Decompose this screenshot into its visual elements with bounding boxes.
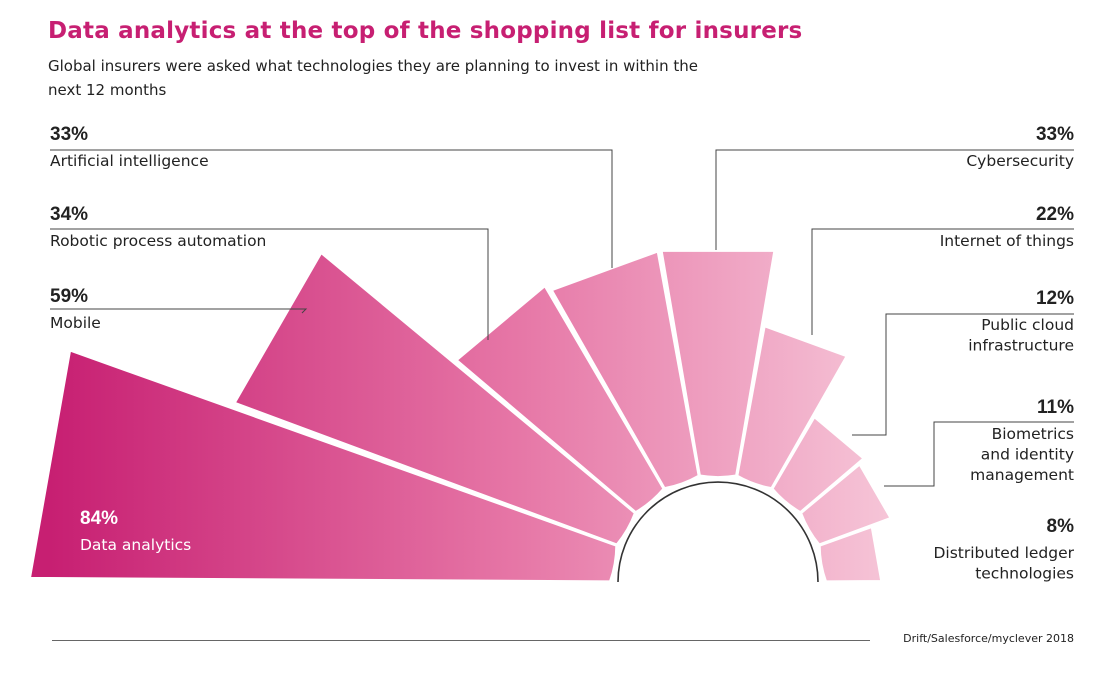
category-label-distributed-ledger-technologies: technologies [975, 565, 1074, 583]
leader-line-cybersecurity [715, 149, 1074, 250]
wedge-cybersecurity [660, 249, 776, 478]
leader-line-biometrics-and-identity-management [884, 421, 1074, 487]
category-label-data-analytics: Data analytics [80, 536, 191, 554]
category-label-cybersecurity: Cybersecurity [966, 152, 1074, 170]
category-label-internet-of-things: Internet of things [940, 232, 1074, 250]
value-label-internet-of-things: 22% [1036, 204, 1074, 225]
chart-title: Data analytics at the top of the shoppin… [48, 18, 803, 44]
leader-line-internet-of-things [811, 228, 1074, 335]
chart-subtitle: Global insurers were asked what technolo… [48, 57, 698, 99]
source-divider [52, 640, 870, 641]
inner-ring [617, 481, 819, 583]
leader-line-artificial-intelligence [50, 149, 613, 268]
category-label-robotic-process-automation: Robotic process automation [50, 232, 266, 250]
category-label-public-cloud-infrastructure: Public cloud [981, 316, 1074, 334]
wedge-distributed-ledger-technologies [818, 525, 883, 583]
value-label-cybersecurity: 33% [1036, 124, 1074, 145]
category-label-biometrics-and-identity-management: and identity [981, 446, 1074, 464]
leader-line-public-cloud-infrastructure [852, 313, 1074, 436]
wedge-internet-of-things [736, 324, 849, 490]
value-label-robotic-process-automation: 34% [50, 204, 88, 225]
value-label-artificial-intelligence: 33% [50, 124, 88, 145]
category-label-public-cloud-infrastructure: infrastructure [968, 337, 1074, 355]
value-label-public-cloud-infrastructure: 12% [1036, 288, 1074, 309]
wedge-data-analytics [28, 349, 618, 583]
leader-line-robotic-process-automation [50, 228, 489, 340]
category-label-distributed-ledger-technologies: Distributed ledger [933, 544, 1074, 562]
value-label-distributed-ledger-technologies: 8% [1047, 516, 1075, 537]
source-note: Drift/Salesforce/myclever 2018 [903, 632, 1074, 645]
category-label-biometrics-and-identity-management: management [970, 466, 1074, 484]
category-label-biometrics-and-identity-management: Biometrics [992, 425, 1074, 443]
value-label-mobile: 59% [50, 286, 88, 307]
leader-line-mobile [50, 308, 308, 314]
wedge-public-cloud-infrastructure [771, 415, 866, 514]
value-label-data-analytics: 84% [80, 508, 118, 529]
wedge-artificial-intelligence [550, 250, 700, 490]
category-label-mobile: Mobile [50, 314, 101, 332]
wedge-mobile [233, 251, 637, 546]
wedge-robotic-process-automation [455, 284, 665, 514]
category-label-artificial-intelligence: Artificial intelligence [50, 152, 209, 170]
wedge-biometrics-and-identity-management [799, 463, 892, 546]
value-label-biometrics-and-identity-management: 11% [1037, 397, 1074, 418]
